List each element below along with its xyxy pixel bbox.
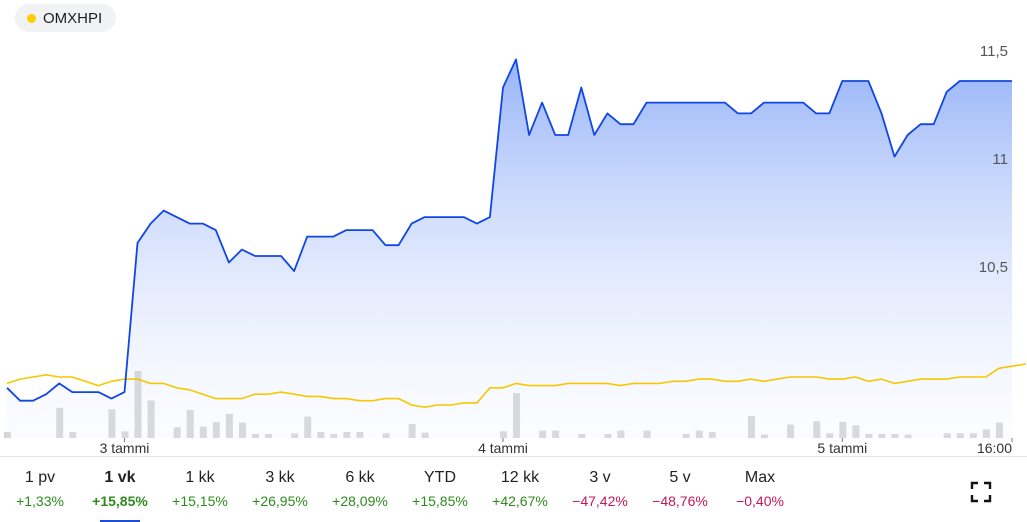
period-change: +15,15% — [172, 493, 228, 509]
y-axis-ticks: 11,5 11 10,5 — [979, 43, 1008, 276]
period-label: 1 pv — [24, 469, 56, 486]
period-change: +15,85% — [412, 493, 468, 509]
x-tick-label: 3 tammi — [100, 440, 150, 456]
y-tick-label: 10,5 — [979, 259, 1008, 276]
x-tick-label: 5 tammi — [817, 440, 867, 456]
legend-dot-icon — [27, 13, 36, 23]
period-tab[interactable]: 1 kk +15,15% — [160, 468, 240, 522]
price-line — [6, 58, 1012, 402]
x-tick-label: 4 tammi — [478, 440, 528, 456]
legend-chip[interactable]: OMXHPI — [15, 4, 117, 32]
period-tab[interactable]: 3 v −47,42% — [560, 468, 640, 522]
y-tick-label: 11,5 — [980, 43, 1008, 60]
period-label: YTD — [424, 469, 456, 486]
x-axis-ticks: 3 tammi 4 tammi 5 tammi 16:00 — [100, 438, 1013, 456]
y-tick-label: 11 — [992, 151, 1008, 168]
period-tab[interactable]: 1 pv +1,33% — [0, 468, 80, 522]
period-change: +28,09% — [332, 493, 388, 509]
period-label: 6 kk — [345, 469, 375, 486]
period-change: −48,76% — [652, 493, 708, 509]
period-change: +1,33% — [16, 493, 64, 509]
period-change: +26,95% — [252, 493, 308, 509]
period-tab[interactable]: 12 kk +42,67% — [480, 468, 560, 522]
legend-label: OMXHPI — [43, 9, 103, 27]
period-selector: 1 pv +1,33% 1 vk +15,85% 1 kk +15,15% 3 kk +… — [0, 468, 800, 522]
period-label: 3 v — [589, 469, 611, 486]
period-change: −0,40% — [736, 493, 784, 509]
period-tab[interactable]: 6 kk +28,09% — [320, 468, 400, 522]
period-label: 12 kk — [500, 469, 540, 486]
period-tab[interactable]: 3 kk +26,95% — [240, 468, 320, 522]
comparison-line — [6, 363, 1027, 409]
divider — [0, 456, 1027, 457]
period-change: −47,42% — [572, 493, 628, 509]
price-chart: 11,5 11 10,5 3 tammi 4 tammi 5 tammi 16:00 — [4, 43, 1027, 456]
period-label: 5 v — [669, 469, 691, 486]
period-tab[interactable]: Max −0,40% — [720, 468, 800, 522]
x-tick-label: 16:00 — [977, 440, 1012, 456]
period-label: 1 kk — [185, 469, 215, 486]
period-tab[interactable]: 5 v −48,76% — [640, 468, 720, 522]
price-area-fill — [7, 59, 1012, 439]
period-label: 1 vk — [104, 469, 136, 486]
period-change: +15,85% — [92, 493, 148, 509]
period-label: 3 kk — [265, 469, 295, 486]
period-change: +42,67% — [492, 493, 548, 509]
period-tab[interactable]: YTD +15,85% — [400, 468, 480, 522]
period-tab[interactable]: 1 vk +15,85% — [80, 468, 160, 522]
fullscreen-icon[interactable] — [970, 481, 992, 503]
period-label: Max — [744, 469, 776, 486]
